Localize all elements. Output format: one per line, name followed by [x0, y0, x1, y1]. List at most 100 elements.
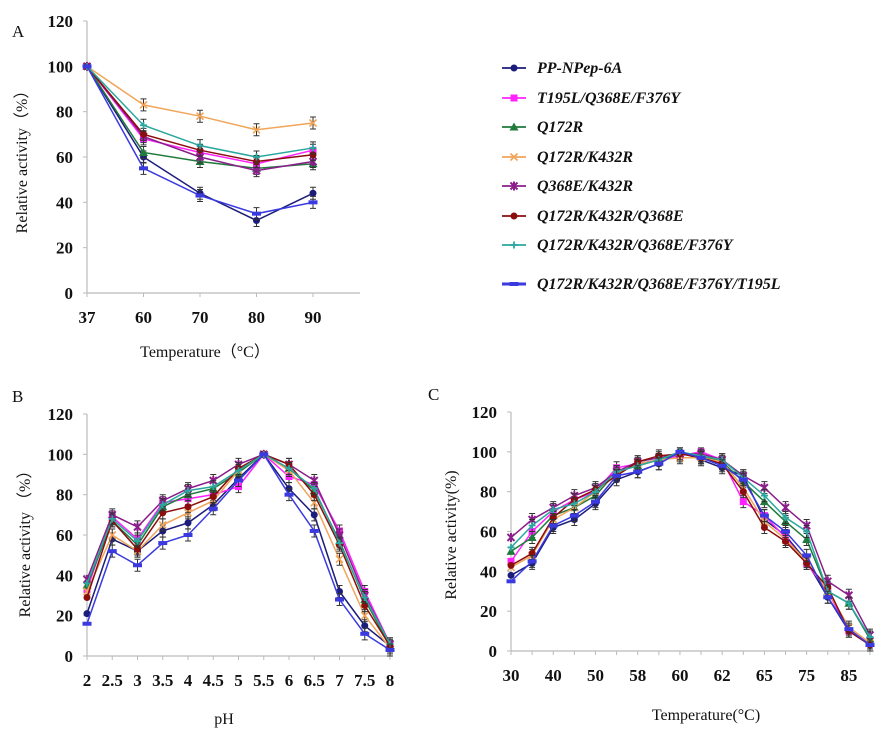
chart-a-xlabel: Temperature（°C） [140, 343, 270, 361]
data-point [548, 523, 558, 528]
data-point [195, 112, 205, 121]
data-point [781, 503, 790, 513]
y-tick-label: 40 [56, 193, 73, 212]
y-tick-label: 80 [56, 103, 73, 122]
data-point [360, 631, 370, 636]
data-point [134, 537, 141, 545]
legend-item: Q172R/K432R [502, 149, 633, 166]
data-point [209, 493, 217, 501]
data-point [590, 499, 600, 504]
legend-label: Q368E/K432R [537, 178, 633, 195]
legend-item: Q172R/K432R/Q368E/F376Y [502, 237, 734, 254]
x-tick-label: 62 [714, 666, 731, 685]
data-point [82, 621, 92, 626]
data-point [739, 488, 747, 496]
data-point [133, 563, 142, 568]
series-7 [83, 62, 317, 164]
y-tick-label: 120 [472, 403, 498, 422]
data-point [133, 522, 142, 532]
data-point [253, 153, 260, 161]
data-point [760, 524, 768, 532]
data-point [184, 519, 192, 527]
data-point [507, 557, 515, 565]
data-point [158, 520, 167, 529]
data-point [336, 539, 343, 547]
series-line [510, 451, 871, 646]
legend-label: T195L/Q368E/F376Y [537, 90, 681, 107]
x-tick-label: 70 [192, 308, 209, 327]
data-point [569, 513, 579, 518]
y-tick-label: 100 [472, 443, 498, 462]
y-tick-label: 0 [65, 284, 74, 303]
y-tick-label: 60 [56, 526, 73, 545]
data-point [235, 466, 242, 474]
x-tick-label: 40 [545, 666, 562, 685]
y-tick-label: 20 [480, 602, 497, 621]
x-tick-label: 3.5 [152, 671, 173, 690]
data-point [83, 594, 91, 602]
data-point [184, 503, 192, 511]
legend-marker [510, 241, 518, 249]
series-line [510, 453, 871, 640]
data-point [83, 610, 91, 618]
x-tick-label: 5 [234, 671, 243, 690]
data-point [234, 478, 243, 483]
data-point [309, 528, 319, 533]
x-tick-label: 60 [671, 666, 688, 685]
legend-label: Q172R/K432R/Q368E [537, 208, 684, 225]
x-tick-label: 30 [503, 666, 520, 685]
data-point [310, 511, 318, 519]
data-point [781, 529, 791, 534]
data-point [108, 515, 116, 523]
series-line [510, 453, 871, 646]
series-3 [506, 447, 875, 646]
chart-c-ylabel: Relative activity(%) [443, 470, 460, 599]
data-point [310, 485, 318, 493]
x-tick-label: 80 [248, 308, 265, 327]
series-6 [507, 447, 874, 652]
x-tick-label: 3 [133, 671, 142, 690]
data-point [158, 541, 168, 546]
legend-marker [509, 122, 519, 131]
chart-c: 0 20 40 60 80 100 120 30 40 50 58 60 62 65 75 85 [472, 403, 875, 685]
data-point [83, 579, 91, 587]
legend-marker [509, 282, 519, 286]
x-tick-label: 90 [305, 308, 322, 327]
data-point [802, 553, 812, 558]
data-point [252, 211, 261, 216]
legend-item: Q172R [502, 119, 584, 136]
x-tick-label: 37 [79, 308, 97, 327]
data-point [739, 498, 747, 506]
data-point [696, 455, 706, 460]
series-line [510, 451, 871, 646]
data-point [253, 216, 260, 224]
data-point [308, 200, 318, 205]
legend-item: Q172R/K432R/Q368E/F376Y/T195L [502, 276, 781, 293]
data-point [760, 492, 768, 500]
y-tick-label: 120 [48, 12, 74, 31]
series-5 [506, 447, 875, 642]
data-point [507, 543, 515, 551]
data-point [865, 643, 875, 648]
legend-label: PP-NPep-6A [536, 60, 623, 77]
y-tick-label: 120 [48, 405, 74, 424]
data-point [506, 532, 516, 542]
legend-marker [510, 94, 518, 102]
legend: PP-NPep-6A T195L/Q368E/F376Y Q172R Q172R/K4… [502, 60, 781, 293]
legend-label: Q172R/K432R/Q368E/F376Y/T195L [537, 276, 781, 293]
data-point [308, 118, 318, 128]
x-tick-label: 58 [629, 666, 646, 685]
data-point [140, 121, 147, 129]
data-point [140, 130, 147, 138]
data-point [108, 530, 117, 540]
data-point [549, 506, 557, 514]
data-point [139, 100, 148, 109]
y-tick-label: 40 [56, 566, 73, 585]
data-point [309, 189, 317, 197]
data-point [633, 469, 643, 474]
data-point [782, 537, 790, 545]
data-point [385, 647, 395, 652]
x-tick-label: 7.5 [354, 671, 375, 690]
data-point [309, 144, 317, 152]
